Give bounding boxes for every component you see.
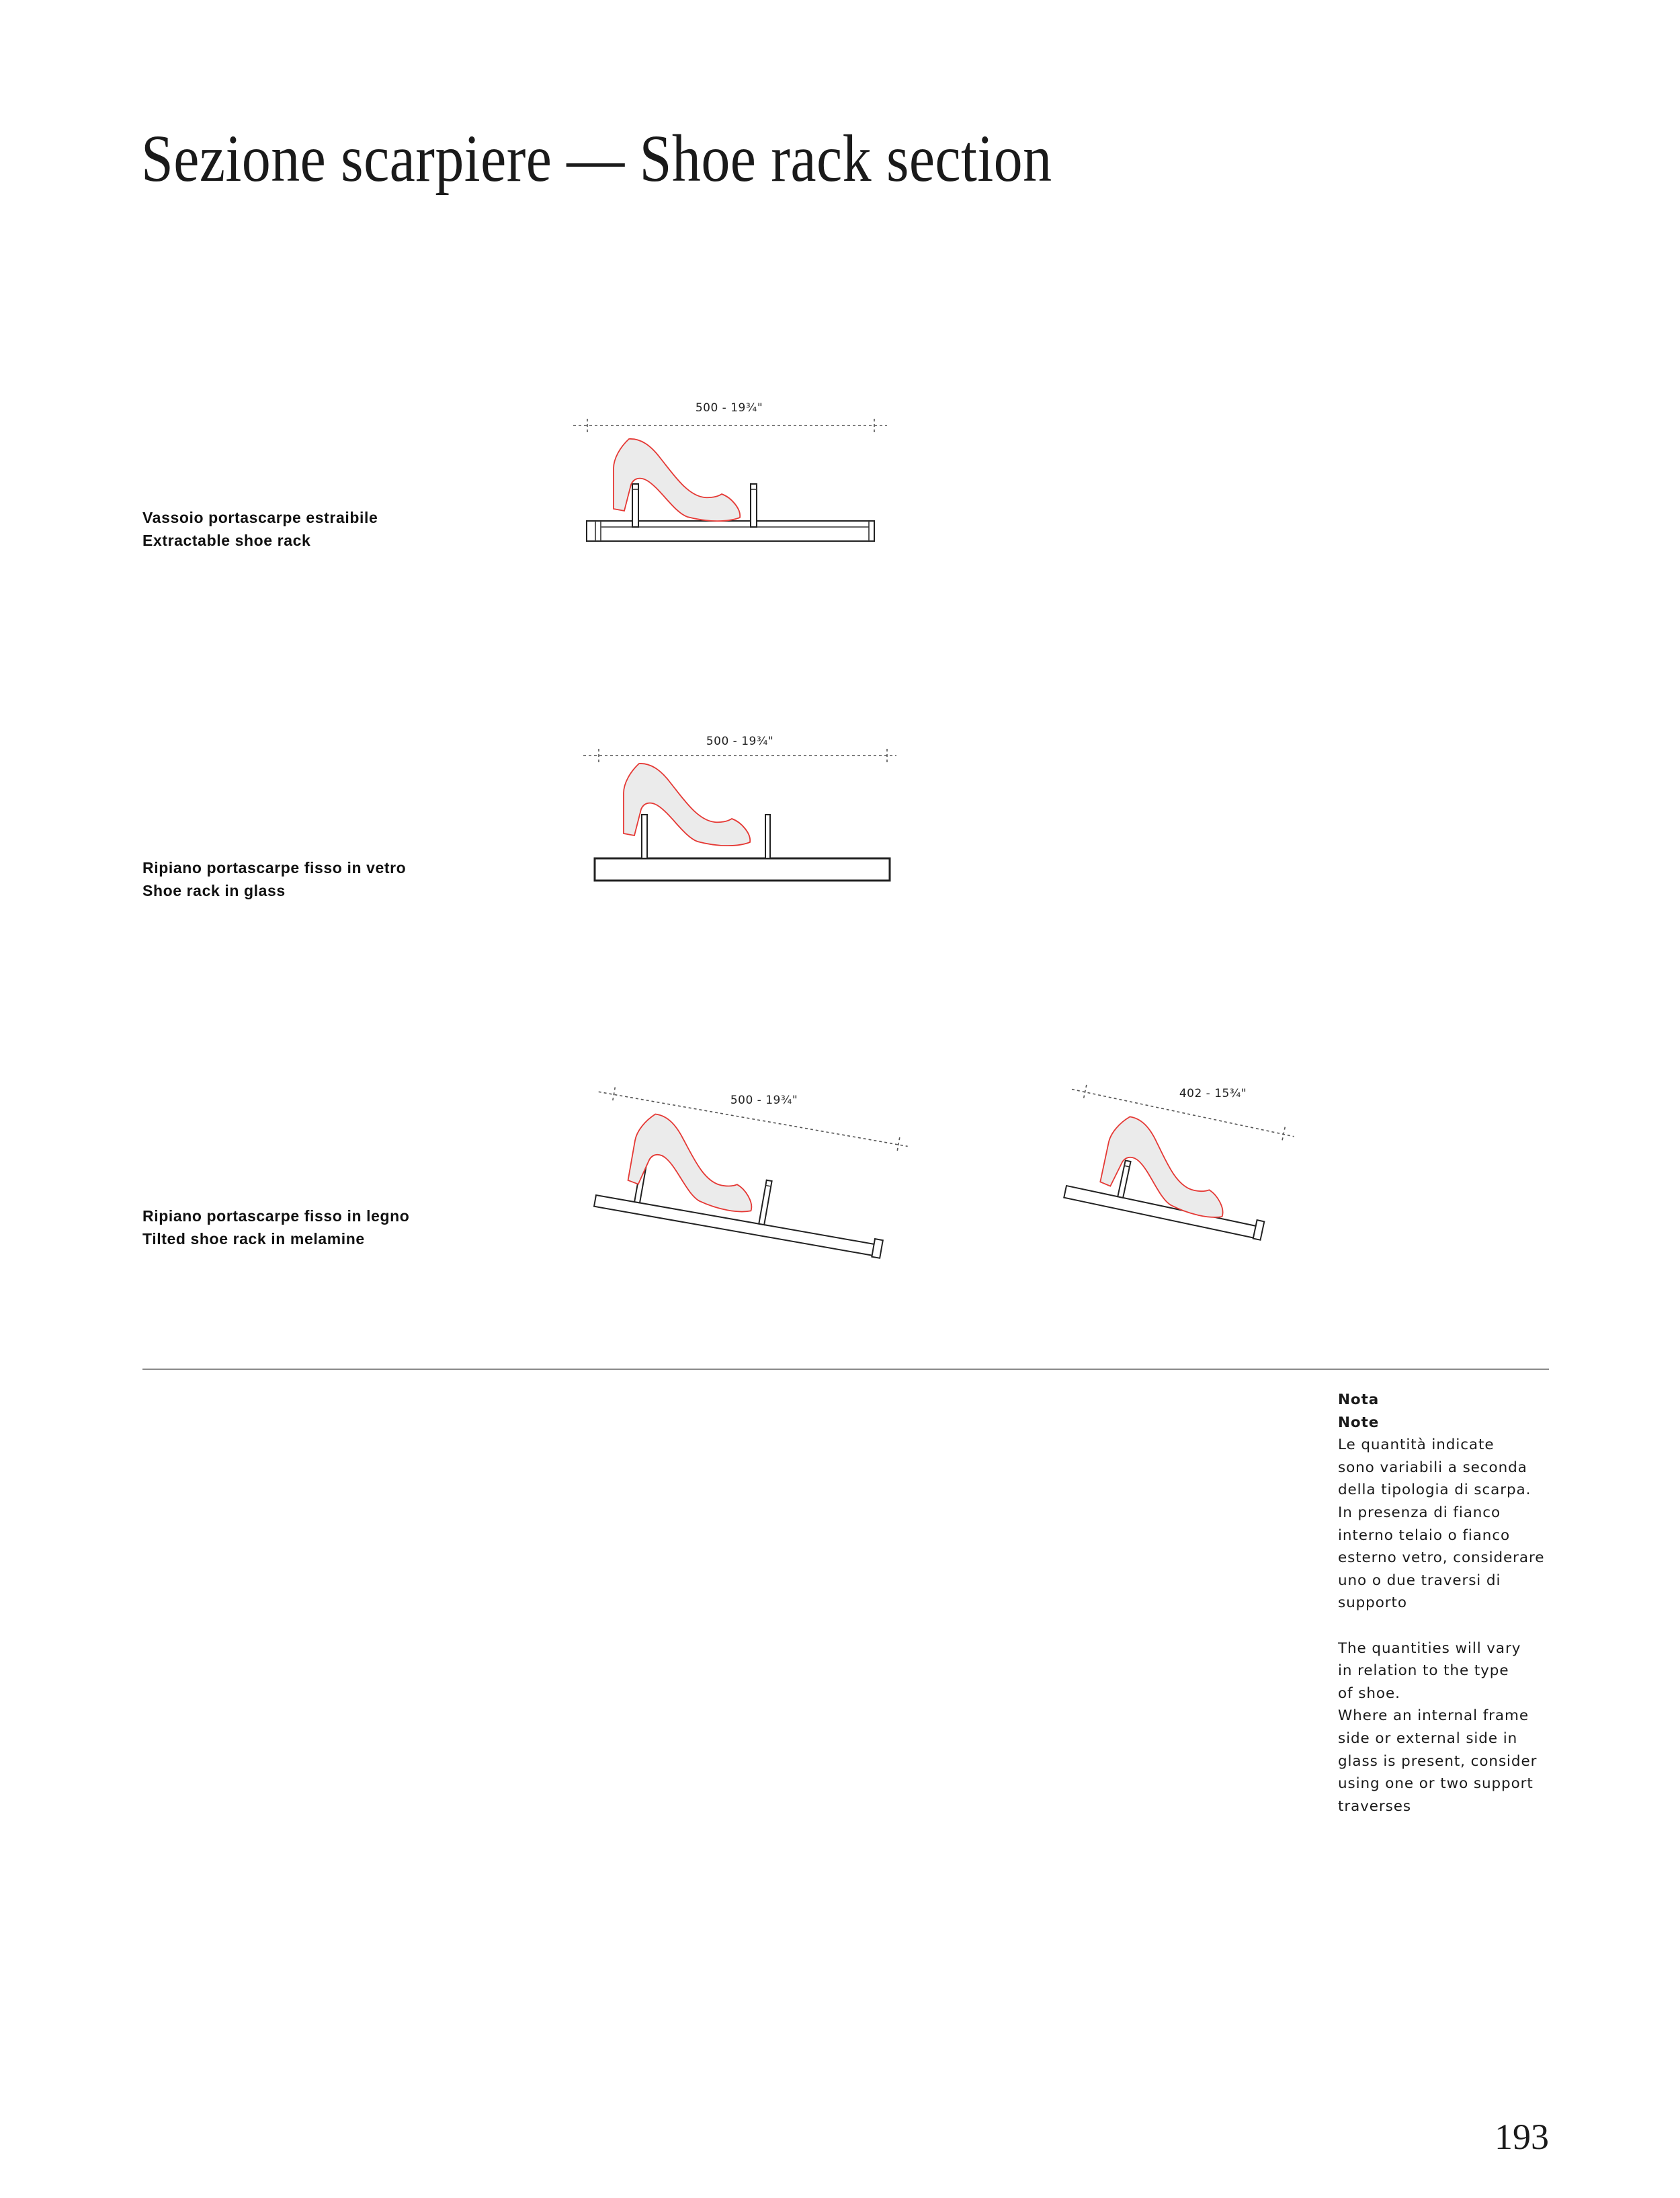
page-number: 193 [1495,2117,1549,2157]
note-line: Le quantità indicate [1338,1436,1495,1454]
shelf-end-stop [871,1237,884,1259]
note-line: esterno vetro, considerare [1338,1549,1545,1567]
note-line: della tipologia di scarpa. [1338,1481,1531,1499]
dimension-label: 500 - 19¾" [730,1094,798,1107]
label-en: Tilted shoe rack in melamine [142,1229,365,1248]
page-title: Sezione scarpiere — Shoe rack section [141,121,1052,196]
tray-base [586,520,875,542]
note-line: sono variabili a seconda [1338,1459,1527,1476]
diagram-extractable-shoe-rack: 500 - 19¾" [573,401,887,542]
shelf-end-stop [1252,1219,1265,1241]
note-line: Where an internal frame [1338,1707,1529,1725]
dimension-label: 500 - 19¾" [706,735,773,748]
note-line: glass is present, consider [1338,1752,1538,1770]
support-post [632,483,639,528]
note-line: of shoe. [1338,1684,1400,1702]
section-label-tilted: Ripiano portascarpe fisso in legno Tilte… [142,1205,409,1250]
label-it: Ripiano portascarpe fisso in legno [142,1207,410,1225]
support-post [758,1179,773,1226]
diagram-tilted-shoe-rack-402: 402 - 15¾" [1063,1084,1294,1241]
diagram-tilted-shoe-rack-500: 500 - 19¾" [593,1087,908,1259]
section-label-glass: Ripiano portascarpe fisso in vetro Shoe … [142,857,406,902]
note-line: traverses [1338,1797,1411,1815]
label-it: Vassoio portascarpe estraibile [142,509,378,526]
note-line: In presenza di fianco [1338,1504,1501,1521]
note-line: The quantities will vary [1338,1639,1521,1657]
dimension-line [1071,1088,1294,1137]
note-heading-en: Note [1338,1414,1380,1431]
note-line: interno telaio o fianco [1338,1527,1511,1544]
support-post [750,483,757,528]
label-en: Extractable shoe rack [142,531,311,549]
dimension-label: 500 - 19¾" [696,401,763,415]
support-post [641,814,648,859]
shoe-silhouette [625,1110,765,1215]
note-block: Nota Note Le quantità indicate sono vari… [1338,1389,1544,1818]
support-post [1117,1159,1132,1199]
diagram-glass-shoe-rack: 500 - 19¾" [583,735,896,882]
note-spacer [1338,1615,1544,1637]
note-line: using one or two support [1338,1775,1534,1793]
glass-shelf [593,857,891,882]
dimension-line [598,1091,908,1147]
note-line: uno o due traversi di [1338,1572,1501,1589]
note-line: side or external side in [1338,1729,1518,1747]
dimension-label: 402 - 15¾" [1179,1087,1247,1100]
divider [142,1369,1549,1370]
label-it: Ripiano portascarpe fisso in vetro [142,859,407,877]
support-post [765,814,771,859]
note-line: supporto [1338,1594,1407,1612]
note-heading-it: Nota [1338,1391,1380,1408]
note-line: in relation to the type [1338,1662,1509,1680]
label-en: Shoe rack in glass [142,881,286,899]
section-label-extractable: Vassoio portascarpe estraibile Extractab… [142,507,378,552]
